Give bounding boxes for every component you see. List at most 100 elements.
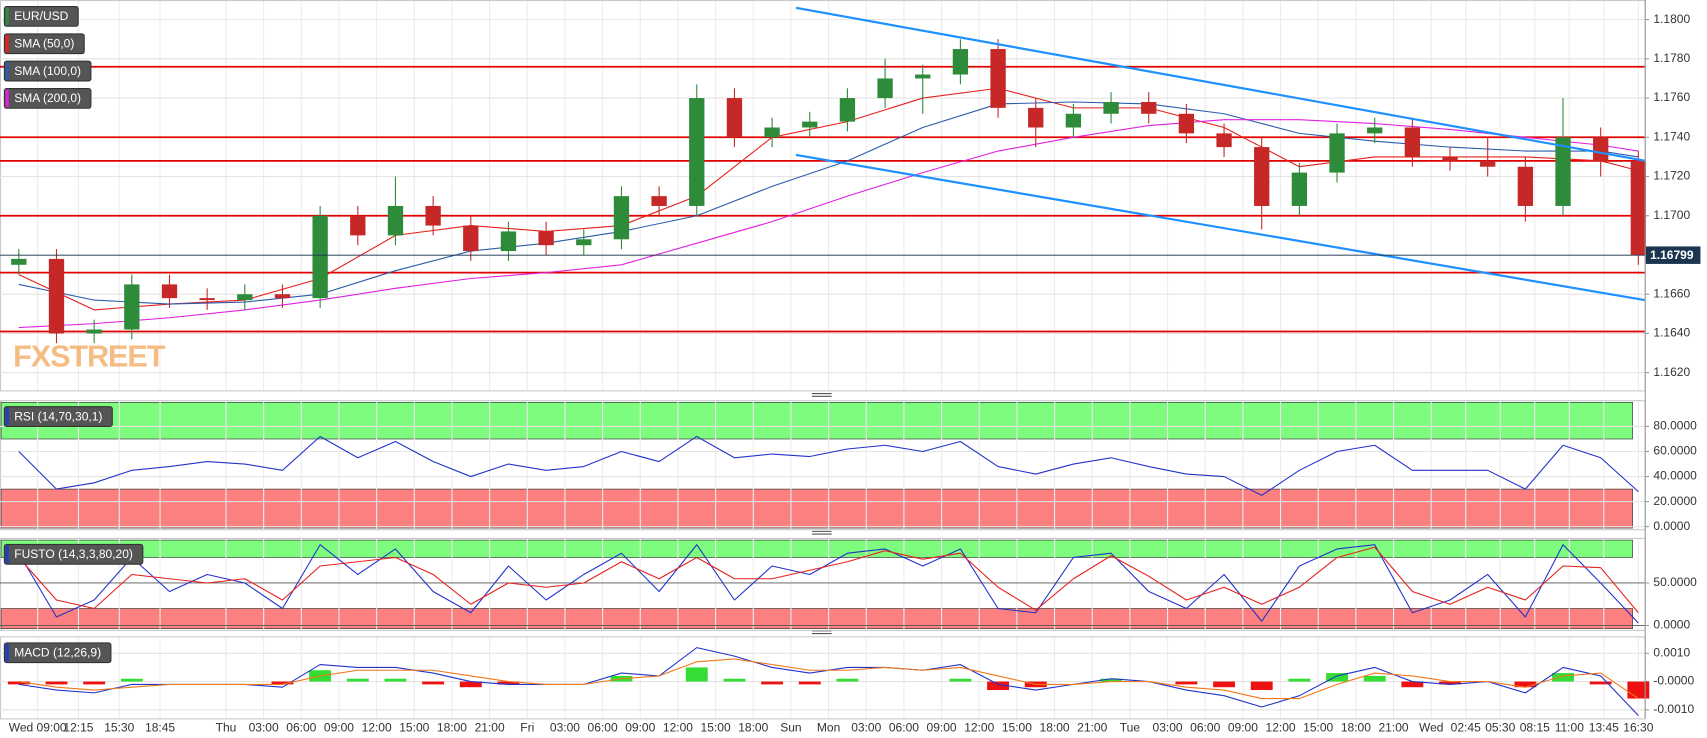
y-tick-label: 50.0000 — [1653, 575, 1697, 589]
legend-label: SMA (100,0) — [14, 64, 81, 78]
candle-body — [1555, 137, 1571, 206]
x-tick-label: 03:00 — [851, 720, 881, 734]
y-tick-label: 0.0000 — [1653, 519, 1690, 533]
candle-body — [161, 284, 178, 299]
legend-label: FUSTO (14,3,3,80,20) — [14, 547, 133, 561]
x-tick-label: Mon — [817, 720, 840, 734]
x-tick-label: 12:00 — [663, 720, 693, 734]
histogram-bar — [384, 678, 407, 682]
x-tick-label: 18:00 — [437, 720, 467, 734]
x-tick-label: 05:30 — [1485, 720, 1515, 734]
histogram-bar — [685, 667, 708, 682]
x-tick-label: Thu — [216, 720, 237, 734]
y-tick-label: -0.0010 — [1653, 702, 1694, 716]
candle-body — [1517, 166, 1534, 206]
x-tick-label: 02:45 — [1451, 720, 1481, 734]
trendline — [795, 153, 1645, 302]
x-tick-label: 15:00 — [1002, 720, 1032, 734]
histogram-bar — [761, 681, 784, 685]
candle-body — [48, 258, 65, 334]
candle-body — [1593, 137, 1609, 161]
x-tick-label: 18:00 — [738, 720, 768, 734]
legend-box — [3, 88, 92, 109]
candle-body — [1216, 133, 1232, 148]
candle-body — [1291, 172, 1308, 206]
y-tick-label: 0.0000 — [1653, 618, 1690, 632]
legend-stripe — [5, 407, 9, 426]
x-tick-label: Tue — [1120, 720, 1141, 734]
x-tick-label: 15:00 — [701, 720, 731, 734]
candle-body — [1254, 147, 1270, 206]
histogram-bar — [836, 678, 859, 682]
legend-label: SMA (200,0) — [14, 91, 81, 105]
candle-body — [463, 225, 479, 252]
y-tick-label: 1.1620 — [1653, 365, 1690, 379]
x-tick-label: 09:00 — [1228, 720, 1258, 734]
trendline — [795, 6, 1645, 162]
x-tick-label: 06:00 — [588, 720, 618, 734]
candle-body — [651, 196, 667, 206]
histogram-bar — [422, 681, 445, 685]
candle-body — [500, 231, 517, 252]
candle-body — [877, 78, 893, 99]
histogram-bar — [83, 681, 106, 685]
legend-label: EUR/USD — [14, 9, 68, 23]
y-tick-label: 0.0010 — [1653, 645, 1690, 659]
x-tick-label: 18:00 — [1341, 720, 1371, 734]
x-tick-label: 09:00 — [927, 720, 957, 734]
x-tick-label: 06:00 — [1190, 720, 1220, 734]
candle-body — [199, 298, 215, 301]
overbought-band — [0, 402, 1633, 440]
histogram-bar — [1288, 678, 1311, 682]
candle-body — [839, 98, 856, 122]
histogram-bar — [497, 681, 520, 685]
x-tick-label: 06:00 — [286, 720, 316, 734]
oversold-band — [0, 488, 1633, 529]
histogram-bar — [987, 681, 1010, 691]
candle-body — [1141, 101, 1157, 114]
candle-body — [1480, 160, 1496, 167]
legend-box — [3, 33, 85, 55]
y-tick-label: 20.0000 — [1653, 494, 1697, 508]
candle-body — [425, 205, 441, 226]
panel-divider — [811, 393, 832, 635]
y-tick-label: -0.0000 — [1653, 674, 1694, 688]
y-tick-label: 1.1720 — [1653, 169, 1690, 183]
x-tick-label: Fri — [520, 720, 534, 734]
histogram-bar — [949, 678, 972, 682]
x-tick-label: 08:15 — [1520, 720, 1550, 734]
histogram-bar — [1627, 681, 1650, 699]
x-tick-label: 16:30 — [1623, 720, 1653, 734]
candle-body — [1630, 160, 1647, 255]
x-tick-label: 12:00 — [964, 720, 994, 734]
candle-body — [237, 294, 253, 301]
indicator-line — [18, 435, 1639, 496]
histogram-bar — [459, 681, 482, 688]
last-price-label: 1.16799 — [1650, 248, 1694, 262]
x-tick-label: 06:00 — [889, 720, 919, 734]
x-tick-label: 21:00 — [1378, 720, 1408, 734]
legend-stripe — [5, 34, 9, 53]
x-tick-label: 21:00 — [475, 720, 505, 734]
x-tick-label: Sun — [780, 720, 801, 734]
histogram-bar — [271, 681, 294, 685]
candle-body — [1329, 133, 1345, 173]
candle-body — [86, 329, 102, 334]
y-tick-label: 60.0000 — [1653, 444, 1697, 458]
y-tick-label: 1.1800 — [1653, 12, 1690, 26]
x-tick-label: 18:45 — [145, 720, 175, 734]
watermark: FXSTREET — [13, 340, 166, 374]
legend-stripe — [5, 62, 9, 80]
x-tick-label: 15:00 — [1303, 720, 1333, 734]
histogram-bar — [45, 681, 68, 685]
x-tick-label: Wed — [1419, 720, 1444, 734]
legend-label: RSI (14,70,30,1) — [14, 409, 102, 423]
candle-body — [312, 215, 328, 299]
x-tick-label: 21:00 — [1077, 720, 1107, 734]
sma-line — [18, 101, 1639, 305]
x-tick-label: 03:00 — [550, 720, 580, 734]
y-tick-label: 1.1660 — [1653, 286, 1690, 300]
candle-body — [1065, 113, 1082, 128]
legend-stripe — [5, 89, 9, 108]
